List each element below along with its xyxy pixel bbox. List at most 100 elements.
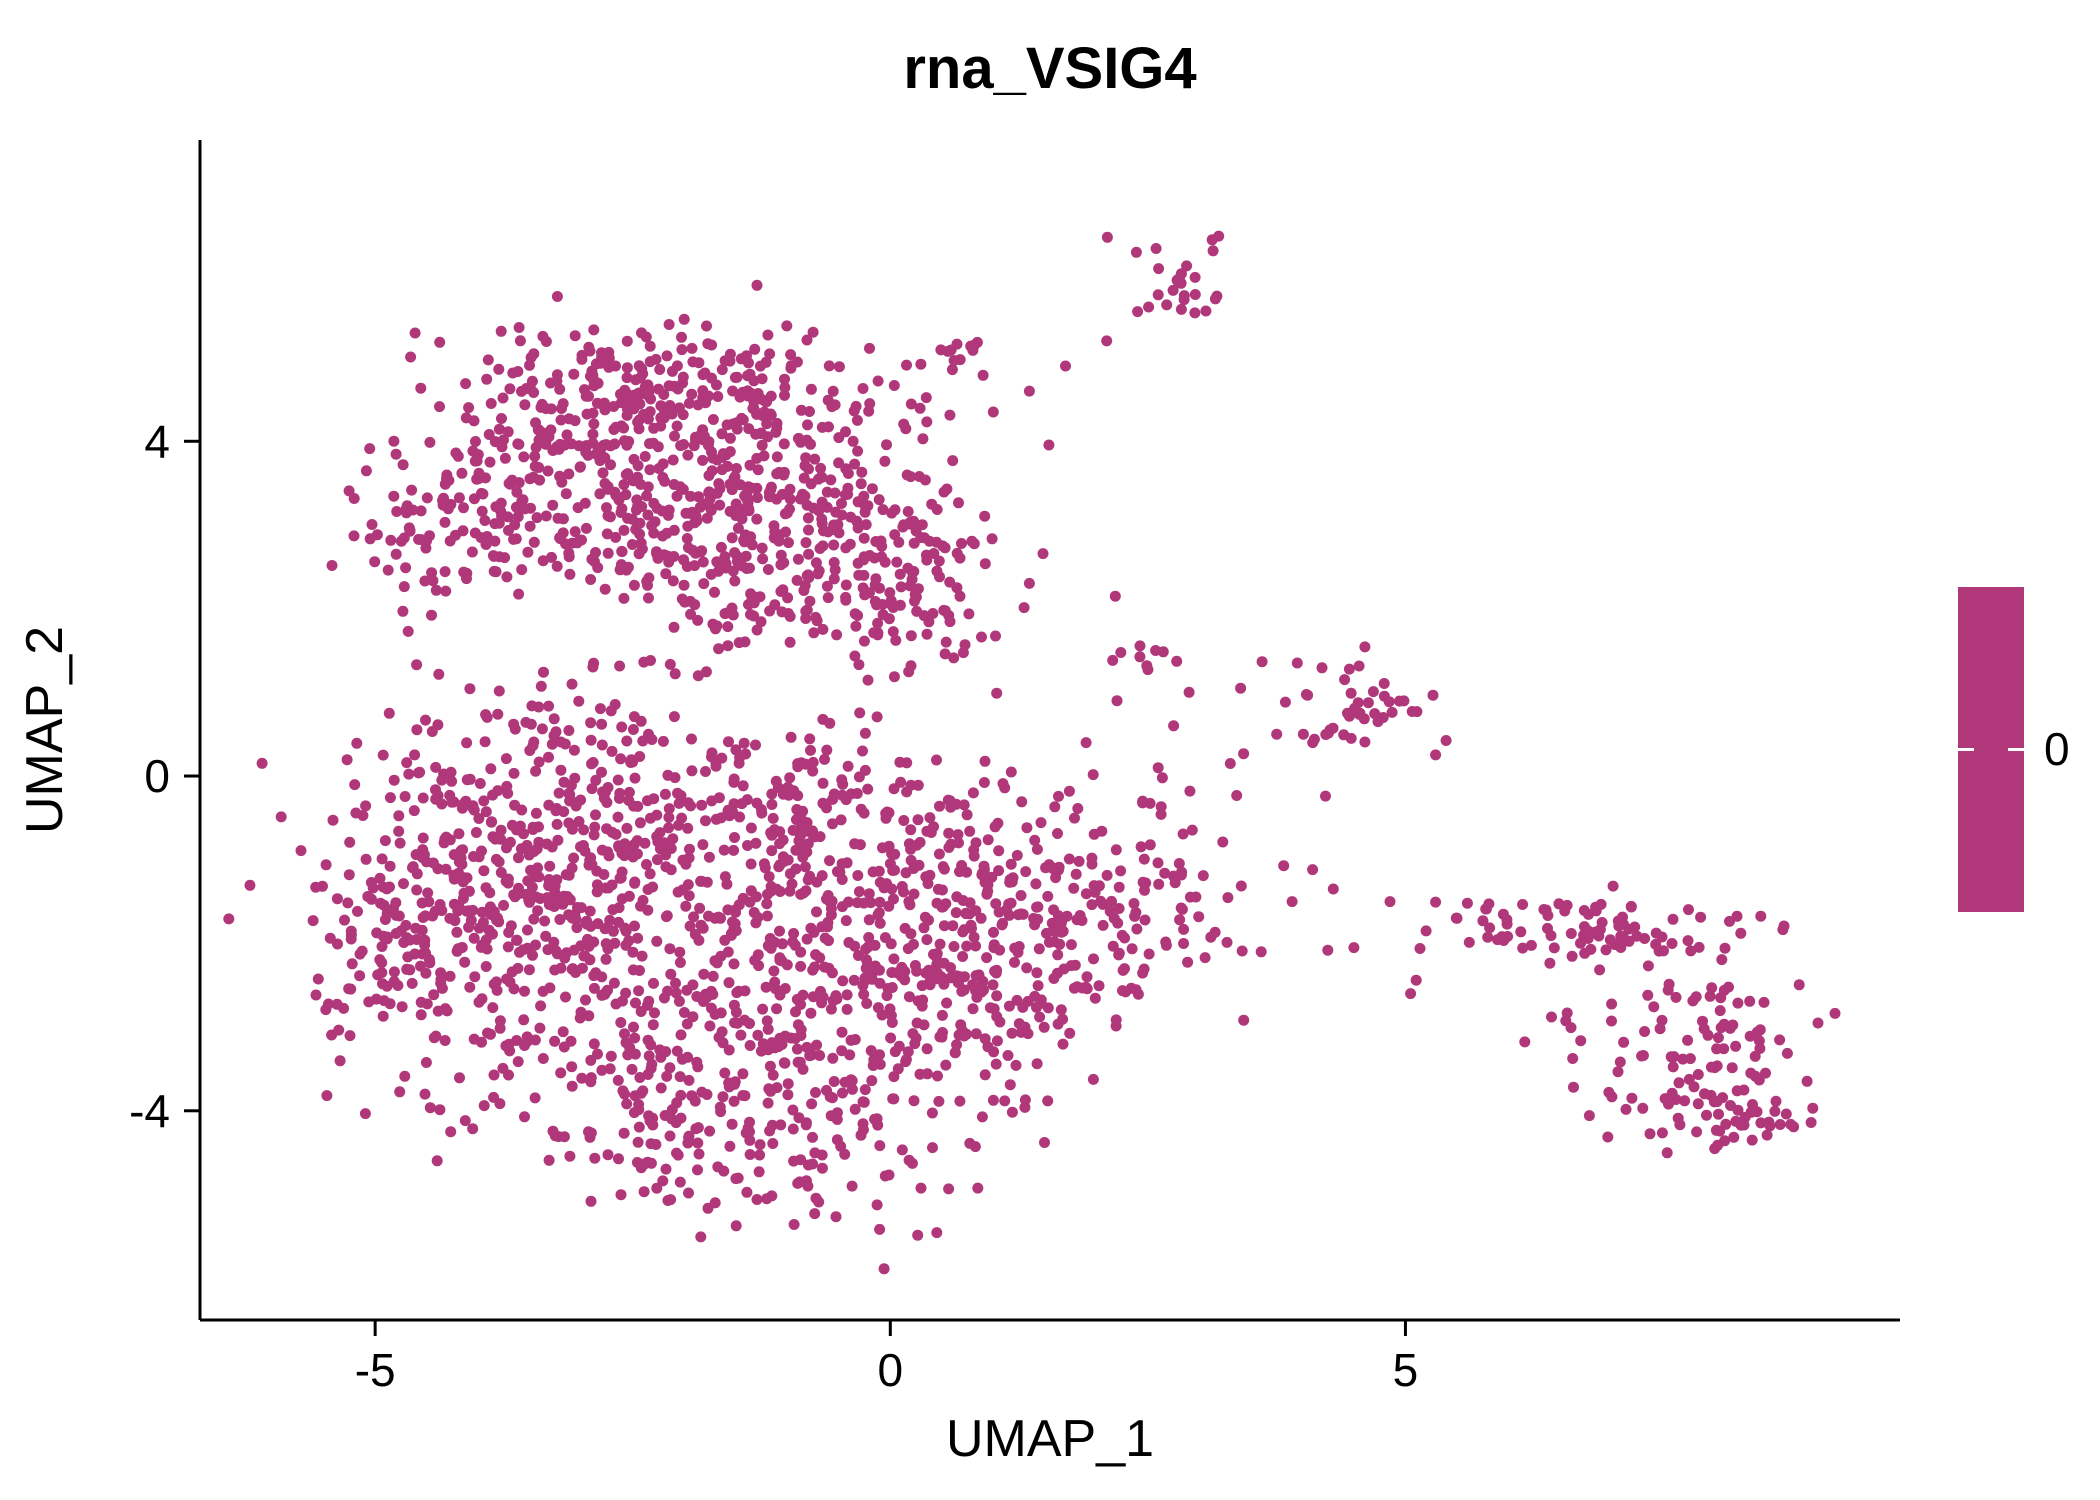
data-point [596, 844, 608, 856]
data-point [448, 873, 460, 885]
data-point [617, 995, 628, 1007]
data-point [740, 550, 752, 562]
data-point [616, 893, 628, 905]
data-point [945, 801, 957, 813]
data-point [1744, 1030, 1756, 1042]
data-point [779, 983, 791, 994]
data-point [1731, 1085, 1743, 1097]
data-point [402, 625, 414, 637]
data-point [643, 1050, 655, 1062]
data-point [630, 396, 642, 408]
data-point [588, 374, 599, 385]
data-point [863, 932, 875, 943]
data-point [638, 656, 650, 668]
data-point [801, 817, 813, 829]
data-point [979, 510, 991, 522]
data-point [495, 325, 507, 337]
data-point [896, 1144, 908, 1156]
data-point [667, 575, 679, 587]
data-point [1022, 995, 1034, 1007]
data-point [584, 905, 596, 917]
data-point [972, 1182, 984, 1194]
data-point [480, 882, 492, 894]
data-point [351, 737, 363, 749]
data-point [846, 1180, 858, 1192]
data-point [766, 1119, 778, 1131]
data-point [849, 838, 861, 850]
data-point [908, 938, 919, 950]
data-point [698, 578, 710, 590]
data-point [420, 967, 432, 979]
data-point [423, 896, 435, 908]
data-point [1715, 1022, 1727, 1034]
data-point [734, 503, 746, 515]
data-point [684, 920, 696, 932]
data-point [858, 635, 870, 647]
data-point [783, 537, 794, 549]
data-point [730, 1220, 742, 1232]
data-point [702, 439, 714, 451]
data-point [1749, 1050, 1761, 1062]
data-point [717, 1091, 729, 1103]
data-point [635, 478, 647, 490]
data-point [748, 907, 760, 918]
data-point [349, 779, 361, 791]
data-point [523, 894, 535, 906]
data-point [968, 538, 980, 550]
data-point [1359, 641, 1371, 653]
data-point [1593, 930, 1605, 942]
data-point [333, 1024, 345, 1036]
data-point [496, 413, 507, 424]
data-point [379, 835, 391, 847]
data-point [652, 441, 664, 453]
data-point [837, 975, 849, 987]
data-point [596, 739, 608, 751]
data-point [750, 837, 762, 849]
data-point [637, 368, 649, 380]
data-point [453, 828, 465, 840]
data-point [478, 795, 490, 807]
data-point [1667, 1061, 1679, 1073]
data-point [1018, 602, 1030, 614]
data-point [320, 859, 332, 871]
data-point [663, 822, 675, 834]
data-point [683, 397, 695, 409]
data-point [1088, 953, 1099, 965]
data-point [510, 501, 522, 513]
data-point [533, 836, 545, 848]
data-point [809, 453, 821, 465]
data-point [360, 800, 372, 812]
data-point [842, 468, 854, 479]
data-point [936, 901, 948, 913]
data-point [953, 837, 964, 849]
data-point [1769, 1105, 1781, 1117]
data-point [891, 556, 903, 568]
y-tick-label: -4 [129, 1085, 170, 1137]
data-point [1706, 982, 1718, 994]
data-point [479, 515, 491, 526]
data-point [415, 1009, 427, 1021]
data-point [1463, 936, 1475, 948]
data-point [830, 1211, 842, 1223]
data-point [837, 778, 849, 790]
data-point [613, 841, 625, 853]
data-point [1109, 590, 1121, 602]
data-point [569, 330, 581, 342]
data-point [763, 871, 775, 883]
data-point [537, 985, 549, 997]
data-point [1414, 943, 1426, 954]
data-point [727, 418, 739, 430]
data-point [529, 1092, 541, 1104]
data-point [551, 560, 563, 572]
data-point [483, 924, 495, 936]
data-point [863, 587, 875, 599]
data-point [643, 383, 655, 395]
data-point [366, 893, 377, 905]
data-point [473, 813, 485, 824]
data-point [1682, 935, 1694, 947]
data-point [984, 1002, 996, 1014]
data-point [1339, 674, 1351, 686]
data-point [671, 360, 683, 372]
data-point [580, 994, 591, 1006]
data-point [558, 890, 570, 902]
